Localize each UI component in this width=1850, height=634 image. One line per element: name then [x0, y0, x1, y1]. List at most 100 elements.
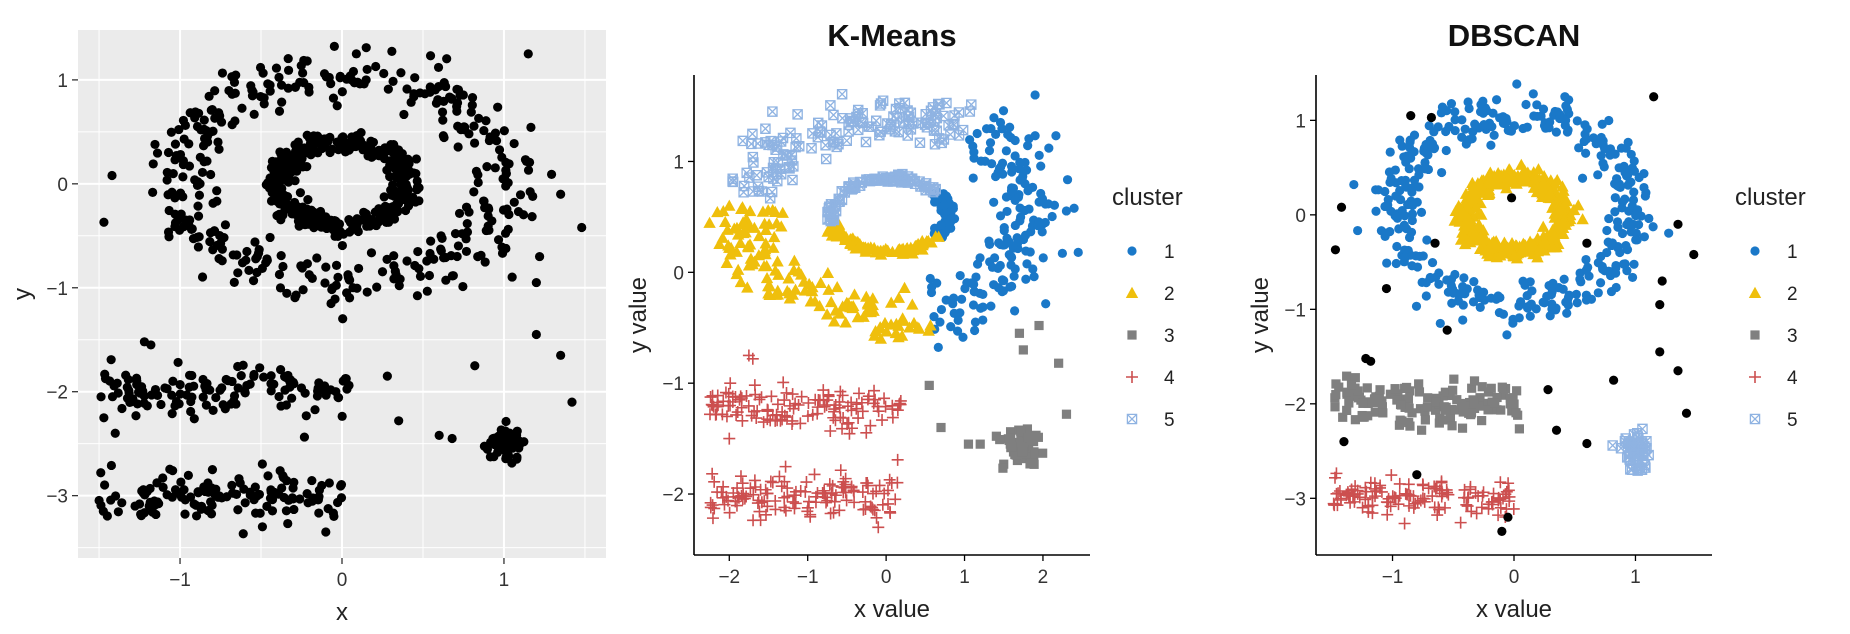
- data-point-cluster-0: [455, 90, 465, 100]
- data-point-cluster-0: [194, 232, 204, 242]
- data-point-cluster-3: [1374, 391, 1384, 401]
- data-point-cluster-2: [735, 202, 748, 215]
- data-point-cluster-0: [262, 501, 272, 511]
- data-point-cluster-1: [953, 315, 963, 325]
- data-point-cluster-1: [1551, 127, 1561, 137]
- data-point-cluster-4: [723, 432, 736, 445]
- data-point-cluster-4: [1500, 485, 1513, 498]
- data-point-cluster-1: [1381, 228, 1391, 238]
- data-point-cluster-3: [1031, 430, 1041, 440]
- data-point-cluster-3: [1061, 409, 1072, 419]
- data-point-cluster-4: [1442, 488, 1455, 501]
- data-point-cluster-0: [281, 147, 292, 157]
- data-point-cluster-0: [362, 221, 372, 231]
- data-point-cluster-2: [720, 256, 734, 268]
- data-point-cluster-1: [1543, 122, 1553, 132]
- data-point-cluster-0: [215, 385, 225, 395]
- x-tick-label: 1: [499, 570, 510, 591]
- data-point-cluster-1: [1407, 209, 1418, 219]
- data-point-cluster-0: [274, 165, 284, 175]
- data-point-cluster-2: [760, 272, 774, 284]
- legend-key-2: [1748, 286, 1762, 298]
- data-point-cluster-2: [789, 283, 802, 295]
- data-point-cluster-1: [1629, 259, 1639, 269]
- data-point-cluster-3: [1458, 407, 1468, 417]
- data-point-cluster-0: [349, 78, 360, 88]
- data-point-cluster-0: [277, 97, 287, 107]
- data-point-cluster-0: [217, 244, 227, 254]
- data-point-cluster-0: [448, 271, 458, 281]
- data-point-cluster-0: [283, 65, 294, 75]
- data-point-cluster-4: [1494, 476, 1507, 489]
- data-point-cluster-1: [1406, 227, 1417, 237]
- data-point-cluster-0: [257, 522, 268, 532]
- data-point-cluster-4: [870, 485, 883, 498]
- data-point-cluster-4: [1388, 491, 1401, 504]
- data-point-cluster-0: [326, 385, 336, 395]
- data-point-cluster-4: [876, 498, 889, 511]
- data-point-cluster-2: [912, 322, 926, 334]
- data-point-cluster-2: [851, 311, 865, 323]
- data-point-cluster-1: [1560, 92, 1570, 102]
- data-point-cluster-0: [170, 193, 180, 203]
- data-point-cluster-0: [327, 284, 337, 295]
- data-point-cluster-2: [1533, 243, 1546, 255]
- data-point-cluster-4: [736, 477, 749, 490]
- data-point-cluster-1: [1611, 260, 1621, 271]
- legend-key-1: [1750, 246, 1760, 256]
- y-axis-title: y value: [625, 277, 652, 353]
- data-point-cluster-1: [1562, 308, 1572, 318]
- data-point-cluster-1: [1037, 194, 1048, 204]
- data-point-cluster-0: [337, 87, 347, 97]
- data-point-cluster-1: [1664, 228, 1674, 238]
- data-point-cluster-2: [813, 299, 826, 312]
- data-point-cluster-4: [806, 408, 819, 421]
- data-point-cluster-0: [1506, 193, 1517, 203]
- data-point-cluster-0: [453, 121, 463, 131]
- data-point-cluster-0: [170, 139, 181, 149]
- data-point-cluster-3: [1034, 320, 1044, 331]
- data-point-cluster-0: [213, 137, 223, 147]
- data-point-cluster-0: [492, 432, 502, 443]
- data-point-cluster-0: [100, 369, 110, 379]
- data-point-cluster-1: [1412, 262, 1423, 272]
- data-point-cluster-2: [776, 206, 789, 218]
- data-point-cluster-1: [1450, 107, 1460, 117]
- data-point-cluster-1: [972, 259, 983, 269]
- data-point-cluster-0: [162, 384, 172, 394]
- data-point-cluster-0: [249, 371, 259, 381]
- data-point-cluster-0: [469, 138, 480, 148]
- data-point-cluster-1: [976, 156, 986, 166]
- data-point-cluster-0: [337, 240, 347, 251]
- data-point-cluster-0: [199, 124, 209, 134]
- data-point-cluster-0: [289, 504, 299, 515]
- y-tick-label: 1: [57, 71, 68, 92]
- data-point-cluster-1: [1572, 298, 1582, 308]
- data-point-cluster-1: [1405, 135, 1415, 145]
- data-point-cluster-2: [769, 264, 782, 276]
- scatter-panel-kmeans: −2 −1 0 1 2 −2 −1 0 1 x value y value K-Means cluste…: [625, 18, 1183, 623]
- data-point-cluster-0: [287, 209, 297, 219]
- data-point-cluster-1: [1538, 104, 1549, 114]
- data-point-cluster-0: [319, 385, 329, 396]
- data-point-cluster-0: [556, 189, 566, 199]
- data-point-cluster-2: [742, 259, 756, 271]
- data-point-cluster-5: [746, 138, 757, 150]
- data-point-cluster-1: [1400, 245, 1410, 255]
- data-point-cluster-4: [1401, 488, 1414, 501]
- data-point-cluster-0: [425, 51, 436, 61]
- data-point-cluster-1: [1446, 99, 1457, 109]
- data-point-cluster-0: [263, 79, 273, 89]
- data-point-cluster-0: [348, 66, 359, 77]
- legend-label: 2: [1787, 284, 1798, 305]
- data-point-cluster-0: [1649, 92, 1659, 102]
- data-point-cluster-4: [1470, 507, 1483, 520]
- data-point-cluster-1: [1555, 113, 1565, 124]
- data-point-cluster-2: [1474, 242, 1487, 254]
- data-point-cluster-1: [1010, 151, 1020, 161]
- data-point-cluster-1: [1520, 280, 1530, 290]
- data-point-cluster-0: [265, 86, 275, 96]
- data-point-cluster-0: [479, 125, 489, 136]
- data-point-cluster-0: [117, 498, 127, 508]
- data-point-cluster-0: [424, 270, 435, 281]
